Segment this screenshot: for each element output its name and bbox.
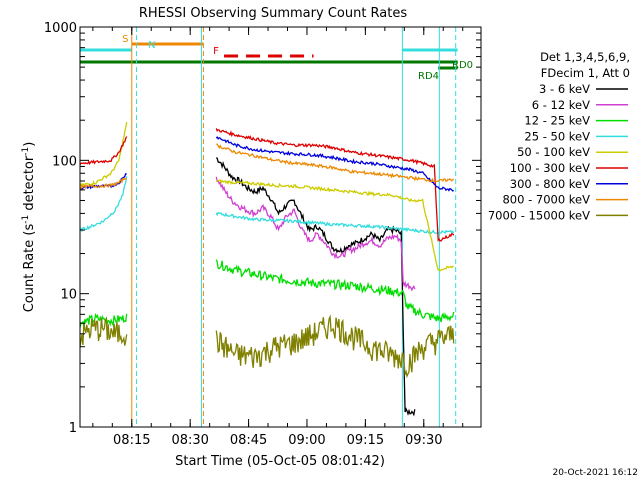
- legend-label-4: 50 - 100 keV: [517, 145, 590, 159]
- series-3-segment-0: [80, 176, 128, 233]
- series-3-segment-1: [215, 211, 455, 235]
- y-axis-label-sup2: -1: [21, 147, 31, 156]
- x-tick-label-3: 09:00: [288, 433, 325, 448]
- chart-title: RHESSI Observing Summary Count Rates: [139, 6, 408, 21]
- series-4-segment-1: [215, 179, 454, 272]
- series-5-segment-0: [80, 136, 128, 166]
- x-tick-label-5: 09:30: [405, 433, 442, 448]
- series-layer: [80, 121, 455, 417]
- legend-header-2: FDecim 1, Att 0: [541, 66, 630, 80]
- legend-label-5: 100 - 300 keV: [510, 161, 590, 175]
- series-0-segment-1: [215, 157, 416, 417]
- flag-labels: S N F RD0 RD4: [122, 34, 473, 82]
- y-axis-label-end: ): [22, 142, 37, 147]
- legend-header-1: Det 1,3,4,5,6,9,: [540, 50, 630, 64]
- legend: Det 1,3,4,5,6,9, FDecim 1, Att 0 3 - 6 k…: [488, 50, 630, 222]
- series-6-segment-0: [80, 172, 127, 190]
- y-tick-label-0: 1: [69, 421, 77, 436]
- series-8-segment-1: [215, 314, 455, 379]
- x-axis-label: Start Time (05-Oct-05 08:01:42): [175, 454, 385, 469]
- series-8-segment-0: [80, 316, 128, 347]
- y-axis-label-main: Count Rate (s: [22, 224, 37, 313]
- y-axis-label-mid: detector: [22, 155, 37, 215]
- x-tick-label-4: 09:15: [347, 433, 384, 448]
- legend-label-3: 25 - 50 keV: [524, 129, 590, 143]
- y-tick-label-3: 1000: [44, 21, 77, 36]
- y-axis-label-sup1: -1: [21, 215, 31, 224]
- y-tick-label-2: 100: [52, 154, 77, 169]
- vertical-markers: [131, 27, 457, 427]
- y-axis-label: Count Rate (s-1 detector-1): [21, 142, 37, 313]
- plot-frame: [79, 26, 482, 428]
- flag-label-1: N: [148, 40, 155, 51]
- series-2-segment-0: [80, 312, 128, 328]
- series-4-segment-0: [80, 121, 128, 187]
- series-2-segment-1: [215, 259, 455, 323]
- series-6-segment-1: [215, 135, 455, 192]
- footer-timestamp: 20-Oct-2021 16:12: [553, 468, 638, 478]
- flag-label-4: RD0: [452, 60, 473, 71]
- legend-label-8: 7000 - 15000 keV: [488, 208, 590, 222]
- flag-label-3: F: [213, 46, 219, 57]
- observing-flags: [80, 42, 458, 70]
- x-tick-label-2: 08:45: [230, 433, 267, 448]
- x-tick-label-1: 08:30: [171, 433, 208, 448]
- legend-label-2: 12 - 25 keV: [524, 114, 590, 128]
- legend-label-0: 3 - 6 keV: [539, 82, 590, 96]
- series-1-segment-1: [215, 176, 416, 292]
- flag-label-5: RD4: [418, 71, 439, 82]
- legend-label-7: 800 - 7000 keV: [502, 193, 590, 207]
- x-tick-label-0: 08:15: [113, 433, 150, 448]
- series-7-segment-1: [216, 143, 455, 183]
- series-7-segment-0: [80, 177, 127, 191]
- series-5-segment-1: [215, 128, 455, 242]
- legend-label-6: 300 - 800 keV: [510, 177, 590, 191]
- y-tick-label-1: 10: [60, 288, 77, 303]
- axis-ticks: 08:15 08:30 08:45 09:00 09:15 09:30 1 10 100 1000: [44, 21, 481, 448]
- flag-label-0: S: [122, 34, 128, 45]
- legend-label-1: 6 - 12 keV: [532, 98, 590, 112]
